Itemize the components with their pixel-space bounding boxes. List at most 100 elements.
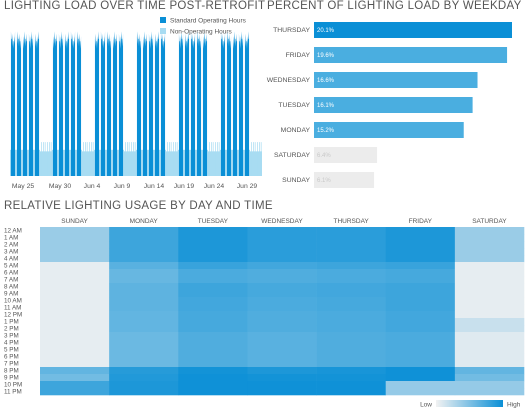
heatmap-cell bbox=[454, 283, 525, 291]
non-operating-area bbox=[200, 149, 202, 176]
weekday-category-label: THURSDAY bbox=[273, 27, 310, 34]
heatmap-cell bbox=[109, 388, 179, 396]
heatmap-cell bbox=[178, 353, 248, 361]
heatmap-cell bbox=[40, 248, 110, 256]
heatmap-title: RELATIVE LIGHTING USAGE BY DAY AND TIME bbox=[4, 200, 273, 212]
heatmap-cell bbox=[178, 290, 248, 298]
non-operating-area bbox=[32, 149, 34, 176]
weekday-value-label: 15.2% bbox=[317, 128, 335, 134]
standard-operating-area bbox=[142, 31, 148, 176]
heatmap-cell bbox=[178, 276, 248, 284]
non-operating-area bbox=[182, 149, 184, 176]
non-operating-spike bbox=[254, 142, 256, 176]
heatmap-cell bbox=[316, 234, 387, 242]
heatmap-cell bbox=[454, 269, 525, 277]
heatmap-cell bbox=[454, 227, 525, 235]
non-operating-spike bbox=[44, 142, 46, 176]
heatmap-cell bbox=[316, 339, 387, 347]
heatmap-cell bbox=[247, 283, 317, 291]
heatmap-cell bbox=[178, 388, 248, 396]
non-operating-area bbox=[136, 149, 138, 176]
non-operating-spike bbox=[131, 142, 132, 176]
weekday-category-label: SATURDAY bbox=[274, 152, 310, 159]
load-over-time-title: LIGHTING LOAD OVER TIME POST-RETROFIT bbox=[4, 0, 266, 12]
weekday-bar bbox=[314, 147, 378, 163]
heatmap-cell bbox=[454, 318, 525, 326]
legend-label-non-operating: Non-Operating Hours bbox=[170, 29, 233, 36]
heatmap-cell bbox=[247, 325, 317, 333]
heatmap-cell bbox=[454, 297, 525, 305]
non-operating-area bbox=[146, 149, 148, 176]
heatmap-cell bbox=[454, 290, 525, 298]
heatmap-cell bbox=[40, 311, 110, 319]
non-operating-area bbox=[188, 149, 190, 176]
heatmap-cell bbox=[109, 241, 179, 249]
heatmap-column-label: FRIDAY bbox=[409, 218, 433, 225]
heatmap-cell bbox=[385, 290, 456, 298]
heatmap-cell bbox=[40, 318, 110, 326]
non-operating-area bbox=[16, 149, 18, 176]
heatmap-cell bbox=[109, 283, 179, 291]
heatmap-cell bbox=[247, 367, 317, 375]
non-operating-spike bbox=[47, 142, 48, 176]
non-operating-spike bbox=[253, 142, 254, 176]
non-operating-spike bbox=[92, 142, 94, 176]
standard-operating-area bbox=[70, 31, 76, 176]
non-operating-area bbox=[52, 149, 54, 176]
heatmap-cell bbox=[385, 234, 456, 242]
heatmap-cell bbox=[385, 255, 456, 263]
non-operating-area bbox=[106, 149, 108, 176]
non-operating-area bbox=[196, 149, 198, 176]
non-operating-area bbox=[184, 149, 186, 176]
standard-operating-area bbox=[112, 31, 118, 176]
standard-operating-area bbox=[94, 31, 100, 176]
heatmap-cell bbox=[247, 241, 317, 249]
standard-operating-area bbox=[64, 31, 70, 176]
standard-operating-area bbox=[238, 31, 244, 176]
heatmap-row-label: 3 AM bbox=[4, 249, 18, 256]
non-operating-area bbox=[22, 149, 24, 176]
heatmap-cell bbox=[247, 381, 317, 389]
non-operating-area bbox=[158, 149, 160, 176]
non-operating-area bbox=[238, 149, 240, 176]
heatmap-cell bbox=[178, 360, 248, 368]
x-tick-label: May 30 bbox=[49, 183, 72, 190]
heatmap-row-label: 3 PM bbox=[4, 333, 19, 340]
heatmap-cell bbox=[385, 388, 456, 396]
heatmap-cell bbox=[247, 234, 317, 242]
heatmap-cell bbox=[316, 276, 387, 284]
non-operating-area bbox=[230, 149, 232, 176]
heatmap-cell bbox=[40, 255, 110, 263]
heatmap-cell bbox=[178, 325, 248, 333]
non-operating-area bbox=[64, 149, 66, 176]
heatmap-cell bbox=[178, 318, 248, 326]
non-operating-spike bbox=[209, 142, 210, 176]
standard-operating-area bbox=[28, 31, 34, 176]
x-tick-label: Jun 9 bbox=[114, 183, 131, 190]
non-operating-spike bbox=[217, 142, 218, 176]
non-operating-spike bbox=[260, 142, 262, 176]
heatmap-row-label: 12 PM bbox=[4, 312, 22, 319]
heatmap-cell bbox=[316, 248, 387, 256]
non-operating-area bbox=[140, 149, 142, 176]
heatmap-column-label: MONDAY bbox=[130, 218, 159, 225]
heatmap-cell bbox=[454, 367, 525, 375]
heatmap-cell bbox=[316, 262, 387, 270]
heatmap-cell bbox=[109, 381, 179, 389]
heatmap-cell bbox=[247, 297, 317, 305]
non-operating-area bbox=[100, 149, 102, 176]
non-operating-spike bbox=[167, 142, 168, 176]
heatmap-row-label: 5 PM bbox=[4, 347, 19, 354]
heatmap-cell bbox=[454, 388, 525, 396]
heatmap-cell bbox=[109, 353, 179, 361]
weekday-value-label: 6.1% bbox=[317, 178, 331, 184]
heatmap-cell bbox=[454, 339, 525, 347]
standard-operating-area bbox=[196, 31, 202, 176]
non-operating-area bbox=[164, 149, 166, 176]
heatmap-row-label: 6 AM bbox=[4, 270, 18, 277]
x-tick-label: Jun 29 bbox=[237, 183, 258, 190]
heatmap-cell bbox=[385, 304, 456, 312]
heatmap-cell bbox=[247, 304, 317, 312]
heatmap-cell bbox=[40, 360, 110, 368]
heatmap-cell bbox=[454, 311, 525, 319]
